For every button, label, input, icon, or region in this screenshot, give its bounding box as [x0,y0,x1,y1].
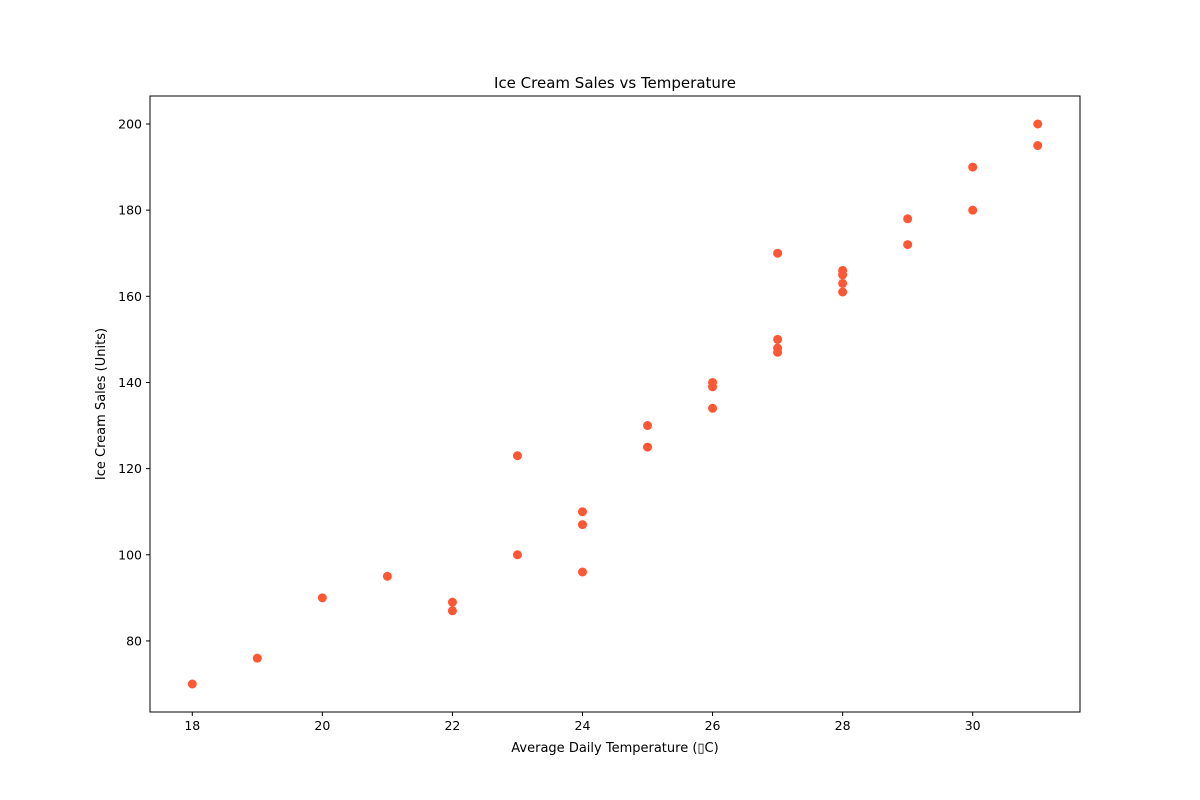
data-point [903,214,913,224]
data-point [1033,141,1043,151]
data-point [317,593,327,603]
data-point [643,442,653,452]
data-point [252,653,262,663]
x-tick-label: 28 [835,718,851,733]
data-point [968,205,978,215]
data-point [968,162,978,172]
data-point [187,679,197,689]
data-point [838,270,848,280]
x-axis-label: Average Daily Temperature (▯C) [511,741,718,756]
y-tick-label: 120 [118,461,142,476]
data-point [643,421,653,431]
data-points [187,119,1043,689]
data-point [577,507,587,517]
x-axis-ticks: 18 20 22 24 26 28 30 [184,712,981,733]
y-tick-label: 80 [126,633,142,648]
data-point [1033,119,1043,129]
data-point [382,571,392,581]
data-point [512,550,522,560]
data-point [708,403,718,413]
x-tick-label: 20 [314,718,330,733]
data-point [838,278,848,288]
data-point [773,334,783,344]
x-tick-label: 30 [965,718,981,733]
data-point [773,248,783,258]
data-point [447,606,457,616]
y-tick-label: 200 [118,117,142,132]
data-point [447,597,457,607]
y-axis-label: Ice Cream Sales (Units) [94,328,109,480]
y-axis-ticks: 80 100 120 140 160 180 200 [118,117,150,648]
data-point [708,382,718,392]
chart-title: Ice Cream Sales vs Temperature [494,74,736,92]
x-tick-label: 18 [184,718,200,733]
data-point [903,240,913,250]
data-point [838,287,848,297]
y-tick-label: 100 [118,547,142,562]
data-point [512,451,522,461]
x-tick-label: 24 [575,718,591,733]
data-point [577,567,587,577]
x-tick-label: 26 [705,718,721,733]
x-tick-label: 22 [444,718,460,733]
y-tick-label: 160 [118,289,142,304]
data-point [577,520,587,530]
y-tick-label: 180 [118,203,142,218]
data-point [773,347,783,357]
y-tick-label: 140 [118,375,142,390]
plot-area [149,95,1081,713]
